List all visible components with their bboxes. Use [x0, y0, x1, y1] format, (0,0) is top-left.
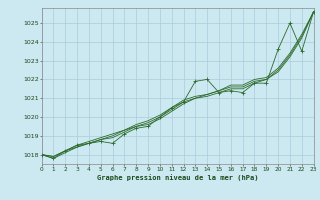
X-axis label: Graphe pression niveau de la mer (hPa): Graphe pression niveau de la mer (hPa) [97, 175, 258, 181]
